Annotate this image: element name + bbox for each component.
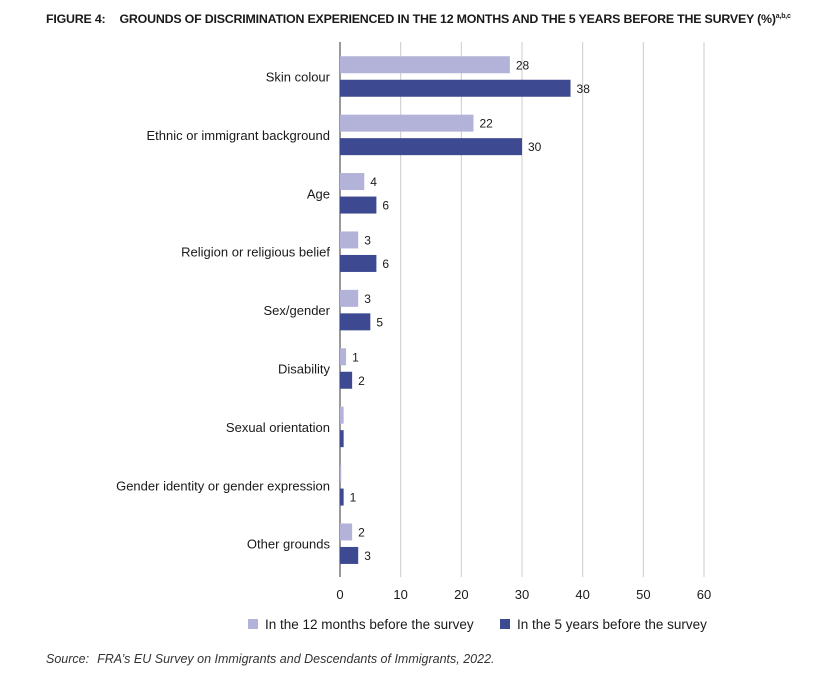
x-tick-label: 10: [393, 587, 407, 602]
bar-12-months: [340, 465, 342, 483]
data-label: 38: [577, 82, 591, 96]
category-label: Other grounds: [247, 537, 331, 552]
x-tick-label: 40: [575, 587, 589, 602]
x-tick-label: 50: [636, 587, 650, 602]
category-label: Ethnic or immigrant background: [146, 128, 330, 143]
category-label: Sexual orientation: [226, 420, 330, 435]
data-label: 3: [364, 292, 371, 306]
category-label: Gender identity or gender expression: [116, 478, 330, 493]
bar-12-months: [340, 348, 347, 366]
bar-5-years: [340, 371, 353, 389]
x-tick-label: 0: [336, 587, 343, 602]
data-label: 6: [382, 257, 389, 271]
data-label: 5: [376, 315, 383, 329]
bar-5-years: [340, 138, 522, 156]
data-label: 1: [352, 350, 359, 364]
figure-title: FIGURE 4: GROUNDS OF DISCRIMINATION EXPER…: [46, 12, 791, 26]
bar-12-months: [340, 523, 353, 541]
data-label: 1: [350, 491, 357, 505]
bar-12-months: [340, 231, 359, 249]
bar-12-months: [340, 289, 359, 307]
data-label: 22: [479, 117, 493, 131]
bar-5-years: [340, 313, 371, 331]
bar-12-months: [340, 56, 510, 74]
legend-12-months-label: In the 12 months before the survey: [265, 617, 474, 632]
category-label: Skin colour: [266, 70, 331, 85]
data-label: 6: [382, 199, 389, 213]
category-label: Sex/gender: [264, 303, 331, 318]
bar-5-years: [340, 430, 344, 448]
x-tick-label: 60: [697, 587, 711, 602]
bar-12-months: [340, 173, 365, 191]
data-label: 30: [528, 140, 542, 154]
source-note: Source: FRA’s EU Survey on Immigrants and…: [46, 652, 495, 666]
legend-5-years-label: In the 5 years before the survey: [517, 617, 707, 632]
data-label: 4: [370, 175, 377, 189]
legend-12-months-swatch: [248, 619, 258, 629]
source-label: Source:: [46, 652, 90, 666]
data-label: 2: [358, 374, 365, 388]
bar-5-years: [340, 488, 344, 506]
data-label: 28: [516, 58, 530, 72]
x-tick-label: 20: [454, 587, 468, 602]
category-label: Disability: [278, 362, 331, 377]
data-label: 3: [364, 549, 371, 563]
figure-superscript: a,b,c: [775, 12, 791, 20]
category-label: Religion or religious belief: [181, 245, 330, 260]
bar-12-months: [340, 114, 474, 132]
source-text: FRA’s EU Survey on Immigrants and Descen…: [97, 652, 495, 666]
figure-number: FIGURE 4:: [46, 12, 106, 26]
bar-5-years: [340, 79, 571, 97]
category-label: Age: [307, 186, 330, 201]
bar-5-years: [340, 254, 377, 272]
bar-5-years: [340, 196, 377, 214]
legend-5-years-swatch: [500, 619, 510, 629]
data-label: 2: [358, 525, 365, 539]
x-tick-label: 30: [515, 587, 529, 602]
bar-5-years: [340, 546, 359, 564]
data-label: 3: [364, 233, 371, 247]
figure-title-text: GROUNDS OF DISCRIMINATION EXPERIENCED IN…: [119, 12, 776, 26]
bar-12-months: [340, 406, 344, 424]
